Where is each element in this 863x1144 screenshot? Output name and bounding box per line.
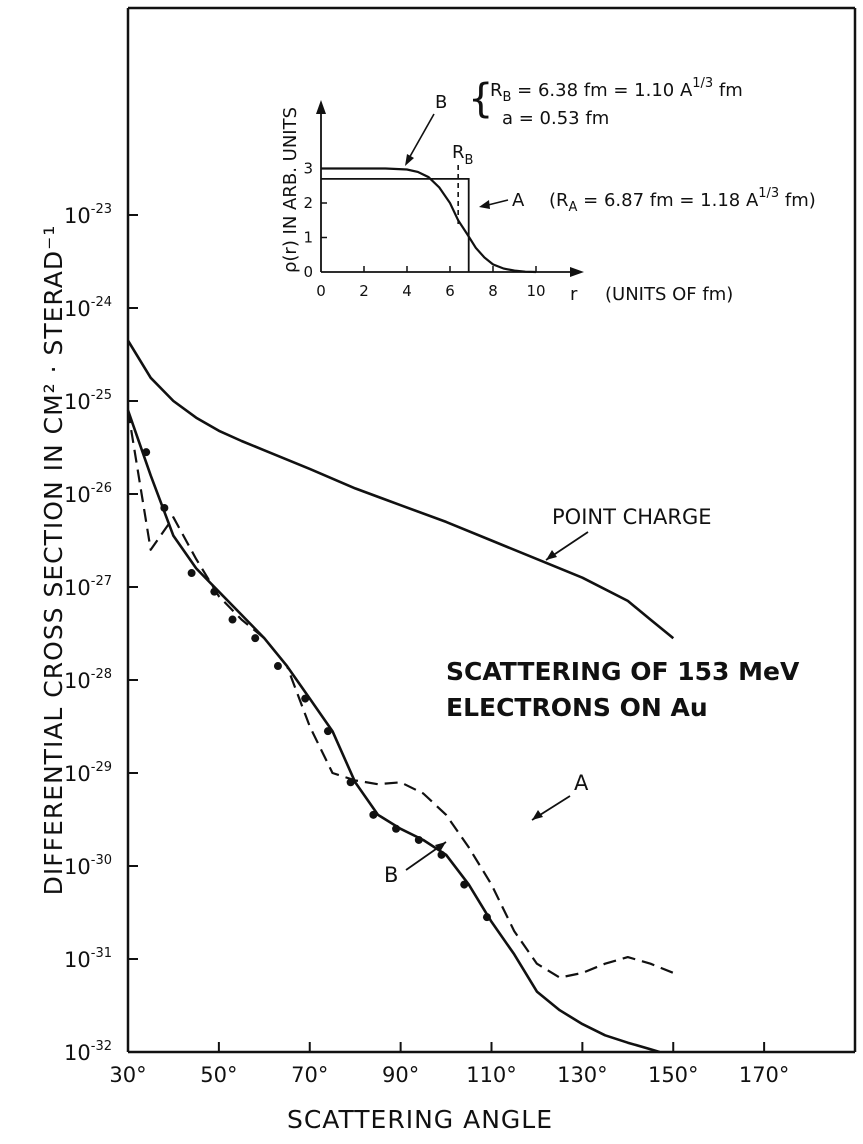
x-tick-label: 130° xyxy=(557,1063,608,1087)
inset-x-tick-label: 6 xyxy=(445,282,455,300)
inset-x-tick-label: 0 xyxy=(316,282,326,300)
data-point xyxy=(273,662,282,671)
inset-x-tick-label: 4 xyxy=(402,282,412,300)
data-point xyxy=(160,503,169,512)
curve-a-label: A xyxy=(574,771,589,795)
y-axis-title: DIFFERENTIAL CROSS SECTION IN CM² · STER… xyxy=(39,225,68,896)
inset-y-tick-label: 0 xyxy=(303,263,313,281)
inset-curve-b xyxy=(321,167,537,274)
data-point xyxy=(187,569,196,578)
curve-b-label: B xyxy=(384,863,398,887)
data-point xyxy=(437,850,446,859)
y-tick-label: 10-32 xyxy=(64,1039,112,1065)
series-a xyxy=(126,410,674,979)
inset-a-params-text: (RA = 6.87 fm = 1.18 A1/3 fm) xyxy=(549,186,816,215)
inset-curve-a xyxy=(321,177,470,272)
inset-x-arrow xyxy=(570,267,584,277)
data-point xyxy=(142,448,151,457)
inset-curve-b-label: B xyxy=(435,92,447,113)
x-tick-label: 170° xyxy=(739,1063,790,1087)
data-point xyxy=(414,835,423,844)
inset-y-axis-title: ρ(r) IN ARB. UNITS xyxy=(280,107,301,273)
inset-y-tick-label: 3 xyxy=(303,160,313,178)
x-tick-label: 150° xyxy=(648,1063,699,1087)
data-point xyxy=(228,615,237,624)
inset-y-arrow xyxy=(316,100,326,114)
inset-rb-label: RB xyxy=(452,142,473,168)
y-tick-label: 10-29 xyxy=(64,760,112,786)
inset-curves xyxy=(321,165,537,274)
inset-x-tick-label: 2 xyxy=(359,282,369,300)
x-tick-label: 30° xyxy=(109,1063,146,1087)
inset-density-plot: 0 2 4 6 8 10 0 1 2 3 ρ(r) IN ARB. UNITS r (UNITS … xyxy=(280,76,816,305)
data-point xyxy=(369,810,378,819)
curve-a-arrow-head xyxy=(532,810,543,820)
x-tick-label: 50° xyxy=(200,1063,237,1087)
y-axis-ticks: 10-23 10-24 10-25 10-26 10-27 10-28 10-29 10-30… xyxy=(64,202,138,1065)
data-point xyxy=(301,694,310,703)
inset-b-brace: { xyxy=(468,76,493,122)
chart-title-line-2: ELECTRONS ON Au xyxy=(446,693,708,722)
y-tick-label: 10-27 xyxy=(64,574,112,600)
inset-x-axis-title: r xyxy=(570,284,578,305)
inset-curve-a-arrow-head xyxy=(479,200,490,209)
x-tick-label: 110° xyxy=(466,1063,517,1087)
x-axis-title: SCATTERING ANGLE xyxy=(287,1105,553,1134)
series-layer xyxy=(126,339,675,1054)
inset-x-tick-label: 8 xyxy=(488,282,498,300)
inset-b-radius-text: RB = 6.38 fm = 1.10 A1/3 fm xyxy=(490,76,743,105)
x-tick-label: 90° xyxy=(382,1063,419,1087)
inset-y-tick-label: 1 xyxy=(303,229,313,247)
point-charge-arrow-head xyxy=(546,550,557,560)
chart-title-line-1: SCATTERING OF 153 MeV xyxy=(446,657,800,686)
y-tick-label: 10-25 xyxy=(64,388,112,414)
y-tick-label: 10-26 xyxy=(64,481,112,507)
inset-curve-b-leader xyxy=(407,113,435,161)
inset-y-tick-label: 2 xyxy=(303,194,313,212)
data-point xyxy=(251,634,260,643)
plot-frame xyxy=(126,6,857,1054)
data-point xyxy=(210,587,219,596)
inset-ticks: 0 2 4 6 8 10 0 1 2 3 xyxy=(303,160,545,301)
inset-b-diffuseness-text: a = 0.53 fm xyxy=(502,108,609,129)
data-point xyxy=(460,880,469,889)
x-axis-ticks: 30° 50° 70° 90° 110° 130° 150° 170° xyxy=(109,1042,789,1087)
point-charge-label: POINT CHARGE xyxy=(552,505,712,529)
data-point xyxy=(392,824,401,833)
curve-b-arrow-head xyxy=(435,842,446,852)
y-tick-label: 10-24 xyxy=(64,295,112,321)
data-point xyxy=(482,913,491,922)
y-tick-label: 10-31 xyxy=(64,946,112,972)
x-tick-label: 70° xyxy=(291,1063,328,1087)
data-point xyxy=(323,727,332,736)
y-tick-label: 10-23 xyxy=(64,202,112,228)
y-tick-label: 10-28 xyxy=(64,667,112,693)
inset-curve-a-label: A xyxy=(512,190,525,211)
y-tick-label: 10-30 xyxy=(64,853,112,879)
data-point xyxy=(346,778,355,787)
inset-curve-b-arrow-head xyxy=(405,154,414,166)
inset-x-axis-units: (UNITS OF fm) xyxy=(605,284,733,305)
measured-points xyxy=(142,448,491,922)
series-point-charge xyxy=(126,339,675,640)
inset-x-tick-label: 10 xyxy=(526,282,545,300)
series-b xyxy=(126,409,660,1054)
